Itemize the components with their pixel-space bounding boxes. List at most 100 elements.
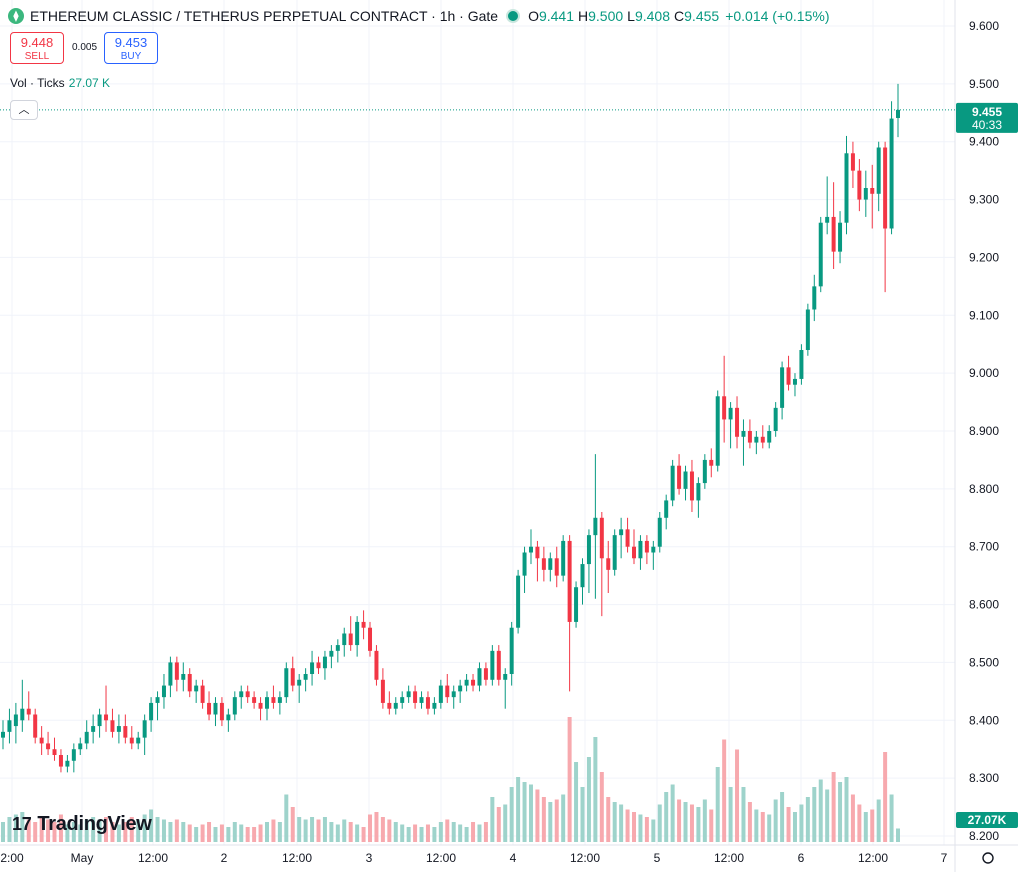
candle-body <box>709 459 714 466</box>
price-tick-label: 9.200 <box>969 250 999 264</box>
volume-bar <box>168 822 173 842</box>
candle-body <box>567 540 572 622</box>
volume-bar <box>445 819 450 842</box>
volume-bar <box>735 749 740 842</box>
price-tick-label: 8.300 <box>969 771 999 785</box>
low-label: L <box>627 8 635 24</box>
candle-body <box>638 540 643 559</box>
volume-bar <box>632 812 637 842</box>
candle-body <box>297 679 302 686</box>
volume-bar <box>818 779 823 842</box>
volume-bar <box>297 817 302 842</box>
volume-bar <box>503 804 508 842</box>
candle-body <box>129 737 134 744</box>
volume-bar <box>355 824 360 842</box>
time-tick-label: 6 <box>798 851 805 865</box>
price-tick-label: 9.600 <box>969 19 999 33</box>
candle-body <box>239 691 244 698</box>
time-tick-label: 12:00 <box>282 851 312 865</box>
volume-bar <box>419 827 424 842</box>
volume-bar <box>78 824 83 842</box>
volume-bar <box>136 819 141 842</box>
volume-bar <box>46 819 51 842</box>
tradingview-logo[interactable]: 17 TradingView <box>12 813 152 836</box>
last-price-badge <box>956 102 1018 133</box>
last-price-label: 9.455 <box>972 105 1002 119</box>
candle-body <box>458 685 463 692</box>
volume-bar <box>161 819 166 842</box>
candle-body <box>831 216 836 252</box>
volume-bar <box>310 817 315 842</box>
candle-body <box>689 471 694 501</box>
candle-body <box>754 436 759 443</box>
candle-body <box>792 378 797 385</box>
volume-legend[interactable]: Vol · Ticks 27.07 K <box>10 76 110 90</box>
volume-bar <box>664 792 669 842</box>
volume-bar <box>760 812 765 842</box>
volume-bar <box>722 739 727 842</box>
candle-body <box>606 558 611 570</box>
candle-body <box>7 720 12 732</box>
settings-icon[interactable] <box>982 852 994 864</box>
sell-button[interactable]: 9.448 SELL <box>10 32 64 64</box>
symbol-title[interactable]: ETHEREUM CLASSIC / TETHERUS PERPETUAL CO… <box>30 8 499 24</box>
volume-bar <box>194 827 199 842</box>
candle-body <box>361 621 366 628</box>
candle-body <box>419 697 424 703</box>
price-tick-label: 9.000 <box>969 366 999 380</box>
candle-body <box>554 558 559 576</box>
buy-button[interactable]: 9.453 BUY <box>104 32 158 64</box>
volume-bar <box>522 782 527 842</box>
candle-body <box>857 170 862 200</box>
price-axis: 9.600 9.500 9.400 9.300 9.200 9.100 9.000 8.900… <box>954 0 999 872</box>
candle-body <box>612 535 617 570</box>
volume-bar <box>883 752 888 842</box>
candle-body <box>84 731 89 744</box>
volume-bar <box>644 817 649 842</box>
candle-body <box>696 483 701 501</box>
volume-bar <box>458 824 463 842</box>
volume-bar <box>271 819 276 842</box>
volume-bar <box>329 822 334 842</box>
volume-bar <box>277 822 282 842</box>
time-tick-label: 3 <box>366 851 373 865</box>
time-tick-label: 12:00 <box>138 851 168 865</box>
candle-body <box>13 714 18 727</box>
candle-body <box>355 621 360 646</box>
volume-bar <box>574 762 579 842</box>
volume-bar <box>290 807 295 842</box>
candle-body <box>252 697 257 703</box>
volume-bar <box>303 819 308 842</box>
volume-bar <box>258 824 263 842</box>
candle-body <box>46 743 51 750</box>
volume-bar <box>239 824 244 842</box>
chart-header: ⧫ ETHEREUM CLASSIC / TETHERUS PERPETUAL … <box>8 6 829 26</box>
high-value: 9.500 <box>588 8 624 24</box>
candle-body <box>161 685 166 698</box>
price-tick-label: 8.900 <box>969 424 999 438</box>
candle-body <box>258 702 263 709</box>
close-value: 9.455 <box>684 8 720 24</box>
candle-body <box>702 459 707 484</box>
candle-body <box>207 702 212 715</box>
candle-body <box>767 431 772 443</box>
countdown-label: 40:33 <box>972 118 1002 132</box>
volume-bars <box>1 717 900 842</box>
time-tick-label: 2 <box>221 851 228 865</box>
volume-bar <box>805 797 810 842</box>
candle-body <box>677 465 682 489</box>
candle-body <box>380 679 385 703</box>
candle-body <box>20 708 25 721</box>
candle-body <box>123 726 128 738</box>
market-status-icon[interactable] <box>508 11 519 21</box>
volume-bar <box>413 824 418 842</box>
volume-bar <box>400 824 405 842</box>
volume-bar <box>825 789 830 842</box>
candle-body <box>535 546 540 559</box>
volume-bar <box>451 822 456 842</box>
candle-body <box>97 714 102 727</box>
candle-body <box>516 575 521 628</box>
collapse-legend-button[interactable]: ︿ <box>10 100 38 120</box>
volume-bar <box>792 812 797 842</box>
